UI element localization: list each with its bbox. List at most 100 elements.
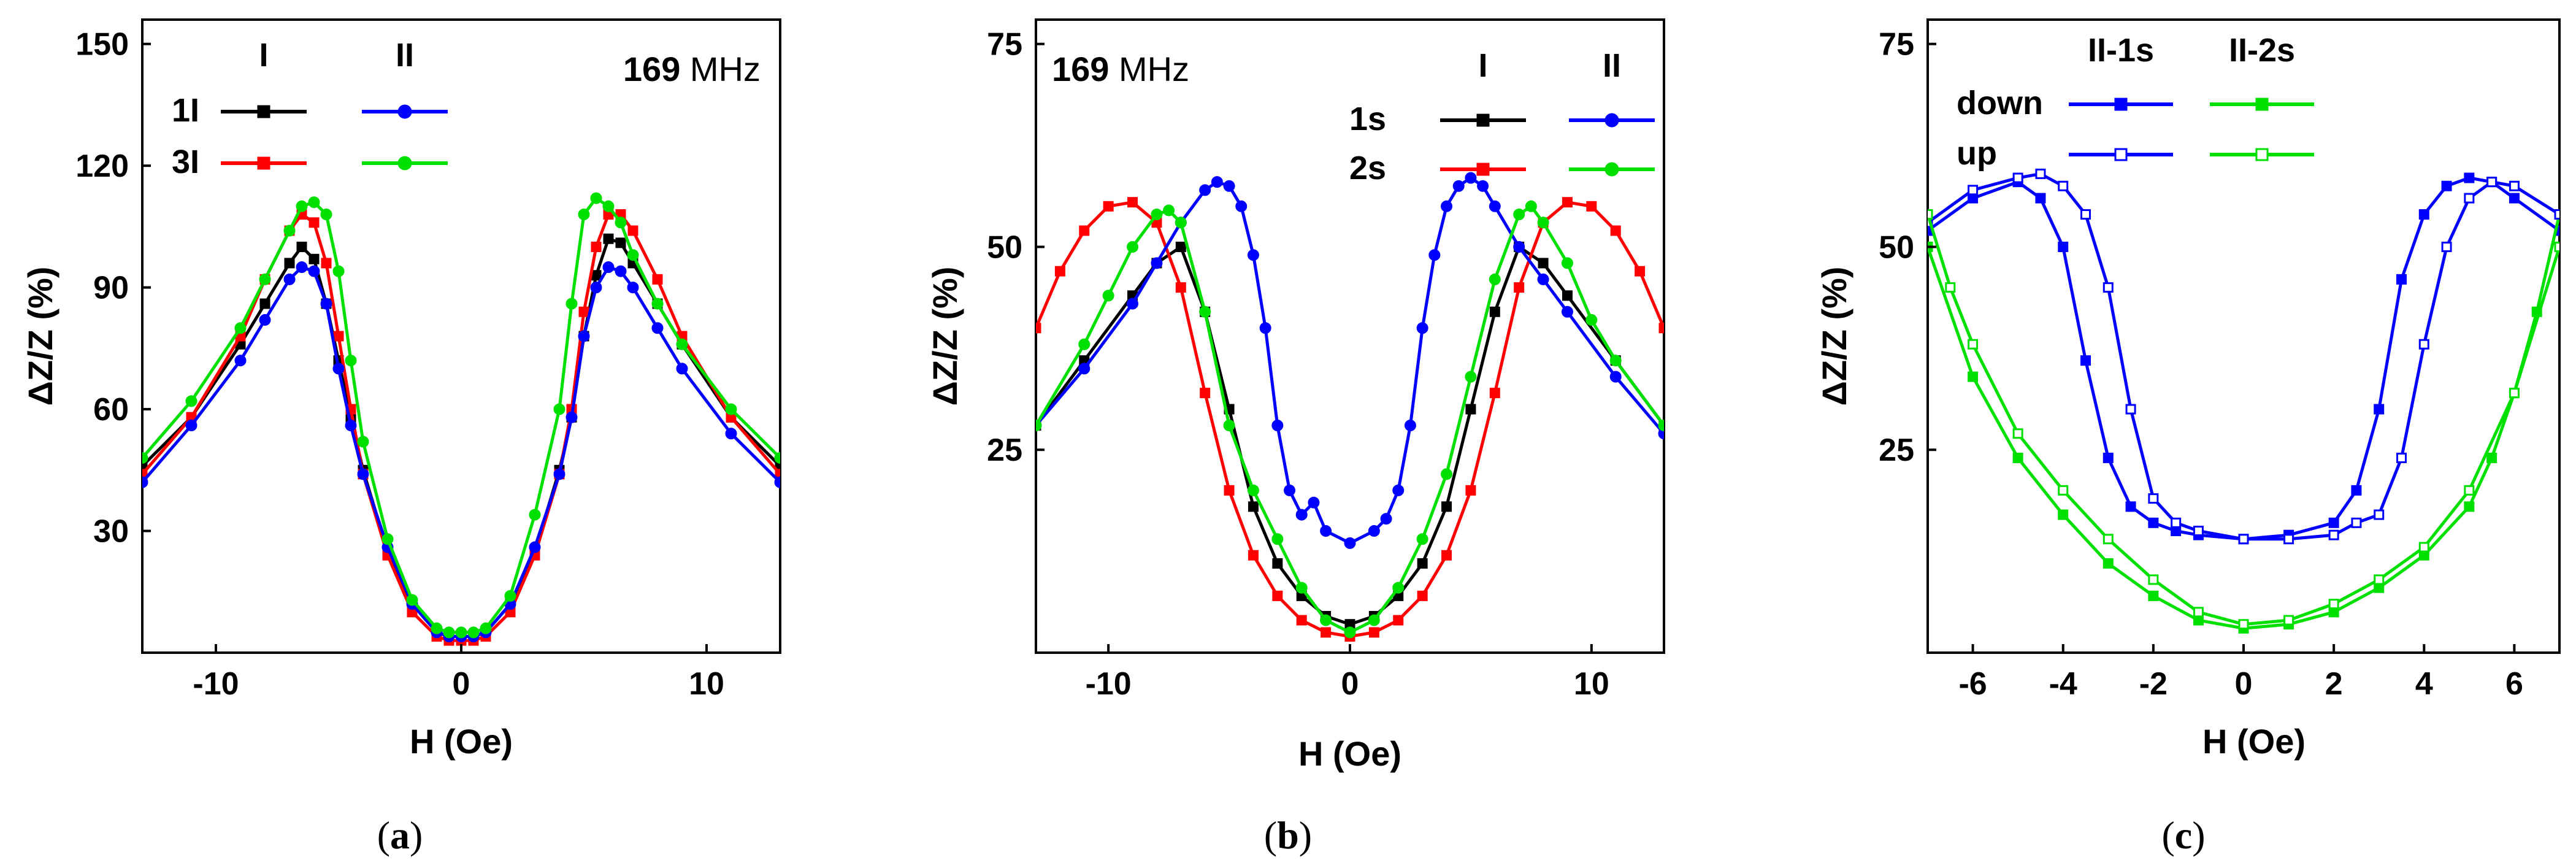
- data-point: [1562, 197, 1573, 208]
- data-point: [284, 258, 295, 269]
- data-point: [627, 225, 638, 236]
- data-point: [1103, 201, 1114, 212]
- data-point: [1489, 200, 1501, 212]
- data-point: [1525, 200, 1537, 212]
- data-point: [320, 298, 332, 310]
- data-point: [1320, 525, 1332, 537]
- data-point: [321, 258, 332, 269]
- series-line: [142, 196, 780, 634]
- data-point: [1417, 558, 1428, 569]
- legend-swatch-marker: [2114, 148, 2128, 161]
- frequency-value-a: 169: [623, 50, 680, 88]
- data-point: [602, 261, 615, 274]
- x-tick-label: 10: [1574, 666, 1609, 702]
- series-group-b: [1036, 172, 1664, 642]
- legend-swatches-a: [221, 104, 448, 171]
- data-point: [2125, 501, 2136, 512]
- legend-swatch-marker: [2255, 148, 2269, 161]
- data-point: [1514, 282, 1525, 293]
- x-tick-label: 0: [453, 666, 470, 702]
- data-point: [320, 209, 332, 221]
- series-line: [1928, 176, 2559, 541]
- data-point: [2103, 452, 2114, 463]
- legend-swatch-marker: [257, 105, 270, 118]
- data-point: [1200, 388, 1211, 399]
- legend-col-2-c: II-2s: [2229, 32, 2295, 69]
- data-point: [1248, 501, 1259, 512]
- data-point: [1344, 626, 1356, 639]
- x-tick-label: -2: [2139, 666, 2168, 702]
- data-point: [1538, 258, 1549, 269]
- data-point: [1945, 282, 1956, 293]
- data-point: [142, 469, 148, 480]
- data-point: [1465, 485, 1476, 496]
- data-point: [1610, 225, 1621, 236]
- data-point: [1465, 172, 1477, 184]
- data-point: [1968, 371, 1979, 382]
- data-point: [1078, 338, 1091, 350]
- x-tick-label: -6: [1958, 666, 1987, 702]
- data-point: [1295, 509, 1308, 521]
- data-point: [2418, 542, 2429, 553]
- data-point: [1477, 180, 1489, 192]
- legend-row-1-b: 1s: [1349, 101, 1386, 137]
- frequency-label-a: 169 MHz: [623, 50, 761, 88]
- data-point: [652, 274, 663, 285]
- series-line: [1928, 213, 2559, 626]
- data-point: [259, 298, 270, 309]
- data-point: [2328, 517, 2339, 528]
- data-point: [1562, 290, 1573, 301]
- x-tick-label: 6: [2505, 666, 2523, 702]
- data-point: [1586, 201, 1597, 212]
- data-point: [1392, 582, 1405, 594]
- data-point: [1271, 420, 1284, 432]
- data-point: [529, 541, 541, 553]
- x-tick-label: 2: [2325, 666, 2343, 702]
- data-point: [1968, 185, 1979, 196]
- data-point: [1380, 513, 1392, 525]
- data-point: [1259, 322, 1271, 334]
- series-line: [1928, 213, 2559, 630]
- data-point: [591, 241, 602, 252]
- data-point: [1537, 217, 1549, 229]
- legend-swatch-marker: [1604, 113, 1619, 128]
- series-line: [142, 237, 780, 638]
- data-point: [1223, 420, 1235, 432]
- data-point: [1175, 217, 1187, 229]
- data-point: [1175, 282, 1186, 293]
- data-point: [1368, 614, 1380, 626]
- data-point: [1489, 388, 1500, 399]
- data-point: [1127, 298, 1139, 310]
- caption-b: (b): [1264, 813, 1312, 857]
- data-point: [406, 594, 418, 606]
- x-axis-title-a: H (Oe): [410, 722, 513, 761]
- data-point: [234, 355, 247, 367]
- data-point: [590, 282, 602, 294]
- data-point: [1489, 306, 1500, 317]
- data-point: [590, 192, 602, 204]
- series-line: [142, 213, 780, 642]
- data-point: [2238, 534, 2249, 545]
- data-point: [1658, 420, 1664, 432]
- data-point: [1271, 533, 1284, 545]
- caption-letter-a: a: [390, 813, 410, 857]
- data-point: [185, 420, 197, 432]
- y-tick-label: 150: [75, 27, 129, 63]
- legend-row-2-c: up: [1957, 135, 1997, 172]
- data-point: [2035, 193, 2046, 204]
- x-tick-label: 0: [1341, 666, 1359, 702]
- data-point: [332, 265, 345, 277]
- data-point: [283, 225, 296, 237]
- data-point: [774, 476, 780, 488]
- series-line: [1036, 176, 1664, 545]
- y-tick-label: 120: [75, 148, 129, 184]
- data-point: [480, 622, 492, 634]
- data-point: [1465, 404, 1476, 415]
- data-point: [1513, 240, 1525, 253]
- data-point: [775, 469, 780, 480]
- data-point: [651, 298, 664, 310]
- data-point: [345, 420, 357, 432]
- data-point: [1416, 533, 1428, 545]
- data-point: [2509, 180, 2520, 191]
